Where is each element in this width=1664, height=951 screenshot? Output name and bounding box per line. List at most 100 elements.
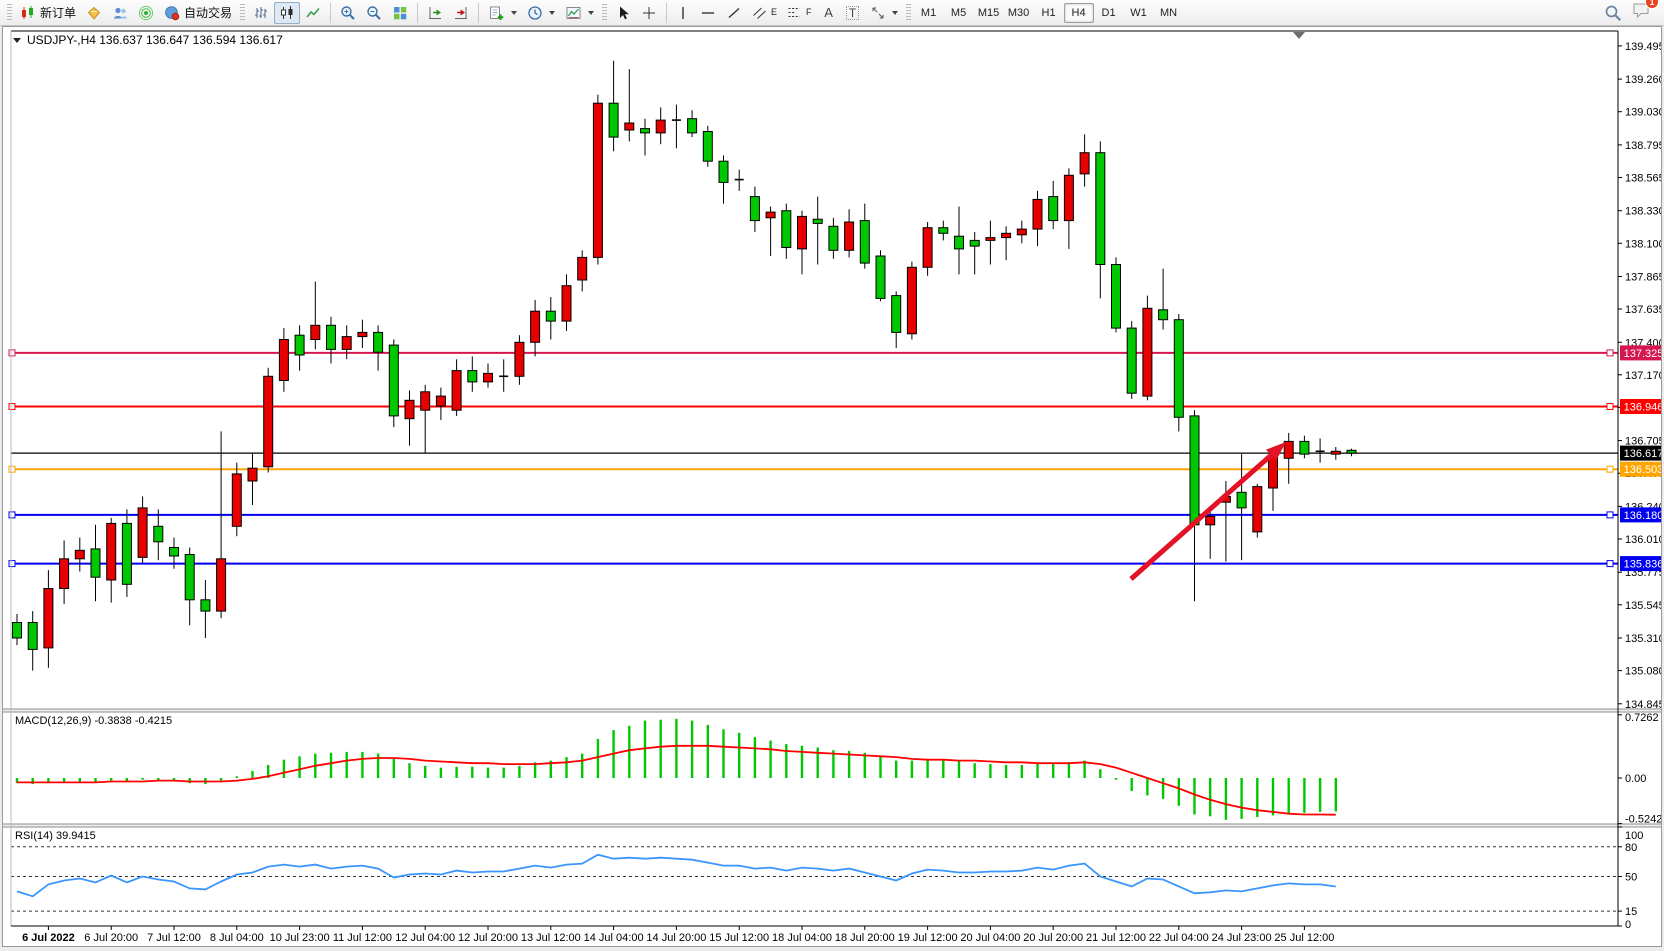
tile-windows-icon: [394, 6, 407, 19]
tile-windows-button[interactable]: [387, 2, 413, 24]
new-order-label: 新订单: [40, 6, 77, 20]
horizontal-line-tool-button[interactable]: [695, 2, 721, 24]
svg-text:138.330: 138.330: [1625, 206, 1661, 218]
chart-canvas[interactable]: 139.495 139.260 139.030 138.795 138.565 138.3…: [3, 27, 1664, 946]
notifications-button[interactable]: 1: [1632, 0, 1659, 24]
arrows-tool-button[interactable]: [865, 2, 903, 24]
chart-shift-button[interactable]: [448, 2, 474, 24]
text-tool-button[interactable]: A: [817, 2, 841, 24]
new-chart-button[interactable]: [483, 2, 522, 24]
label-tool-button[interactable]: T: [841, 2, 865, 24]
svg-text:135.310: 135.310: [1625, 633, 1661, 645]
auto-scroll-icon: [429, 6, 442, 19]
svg-text:0: 0: [1625, 919, 1631, 931]
svg-text:134.845: 134.845: [1625, 699, 1661, 711]
chart-title: USDJPY-,H4 136.637 136.647 136.594 136.6…: [27, 33, 283, 47]
toolbar-grip[interactable]: [602, 3, 608, 22]
timeframe-button-mn[interactable]: MN: [1159, 6, 1178, 19]
svg-text:25 Jul 12:00: 25 Jul 12:00: [1274, 932, 1334, 944]
svg-text:138.565: 138.565: [1625, 173, 1661, 185]
svg-text:137.865: 137.865: [1625, 272, 1661, 284]
svg-text:12 Jul 20:00: 12 Jul 20:00: [458, 932, 518, 944]
svg-text:137.635: 137.635: [1625, 304, 1661, 316]
line-chart-mode-button[interactable]: [300, 2, 326, 24]
toolbar-grip[interactable]: [7, 3, 12, 22]
vertical-line-tool-button[interactable]: [671, 2, 695, 24]
svg-text:136.010: 136.010: [1625, 534, 1661, 546]
svg-text:137.325: 137.325: [1624, 348, 1661, 360]
chevron-down-icon: [511, 10, 518, 15]
vertical-line-icon: [682, 6, 684, 19]
svg-text:24 Jul 23:00: 24 Jul 23:00: [1212, 932, 1272, 944]
candlestick-icon: [281, 5, 293, 19]
svg-text:18 Jul 20:00: 18 Jul 20:00: [835, 932, 895, 944]
gold-icon: [87, 6, 101, 20]
crosshair-tool-button[interactable]: [636, 2, 662, 24]
svg-text:11 Jul 12:00: 11 Jul 12:00: [333, 932, 392, 944]
line-chart-icon: [306, 7, 320, 17]
crosshair-icon: [643, 6, 656, 19]
fibonacci-icon: [788, 7, 800, 17]
signals-button[interactable]: [133, 2, 159, 24]
zoom-in-button[interactable]: [335, 2, 361, 24]
chevron-down-icon: [549, 10, 556, 15]
rsi-label: RSI(14) 39.9415: [15, 830, 96, 842]
svg-text:-0.5242: -0.5242: [1625, 814, 1661, 826]
timeframe-button-h1[interactable]: H1: [1041, 6, 1056, 19]
channel-letter: E: [771, 7, 778, 17]
svg-text:139.030: 139.030: [1625, 107, 1661, 119]
fibonacci-letter: F: [806, 7, 812, 17]
toolbar-separator: [478, 2, 480, 23]
trendline-tool-button[interactable]: [721, 2, 747, 24]
channel-tool-button[interactable]: E: [747, 2, 782, 24]
svg-text:100: 100: [1625, 830, 1643, 842]
chart-title-row: USDJPY-,H4 136.637 136.647 136.594 136.6…: [13, 33, 283, 47]
template-button[interactable]: [560, 2, 599, 24]
timeframe-button-d1[interactable]: D1: [1101, 6, 1116, 19]
svg-text:50: 50: [1625, 872, 1637, 884]
cursor-icon: [620, 6, 629, 19]
timeframe-button-h4[interactable]: H4: [1063, 2, 1094, 23]
chart-dropdown-icon[interactable]: [13, 37, 21, 43]
svg-text:135.080: 135.080: [1625, 666, 1661, 678]
svg-text:80: 80: [1625, 842, 1637, 854]
timeframe-button-m1[interactable]: M1: [920, 6, 937, 19]
candlestick-mode-button[interactable]: [274, 1, 301, 24]
channel-icon: [753, 7, 766, 19]
toolbar-grip[interactable]: [240, 3, 246, 22]
gold-button[interactable]: [81, 2, 107, 24]
period-button[interactable]: [522, 2, 560, 24]
svg-text:136.705: 136.705: [1625, 436, 1661, 448]
svg-text:0.00: 0.00: [1625, 773, 1646, 785]
clock-icon: [528, 5, 542, 20]
bar-chart-icon: [255, 6, 268, 18]
toolbar-grip[interactable]: [905, 3, 911, 22]
svg-text:20 Jul 20:00: 20 Jul 20:00: [1023, 932, 1083, 944]
chart-shift-icon: [455, 6, 468, 19]
auto-scroll-button[interactable]: [422, 2, 448, 24]
trendline-icon: [728, 7, 740, 18]
svg-text:139.260: 139.260: [1625, 74, 1661, 86]
svg-text:8 Jul 04:00: 8 Jul 04:00: [210, 932, 264, 944]
timeframe-button-w1[interactable]: W1: [1130, 6, 1147, 19]
cursor-tool-button[interactable]: [610, 2, 636, 24]
fibonacci-tool-button[interactable]: F: [782, 2, 817, 24]
timeframe-button-m5[interactable]: M5: [950, 6, 967, 19]
community-button[interactable]: [107, 2, 133, 24]
new-order-button[interactable]: 新订单: [15, 2, 81, 24]
text-tool-letter: A: [824, 5, 833, 20]
label-tool-letter: T: [845, 5, 860, 20]
auto-trading-button[interactable]: 自动交易: [159, 2, 237, 24]
svg-text:137.170: 137.170: [1625, 370, 1661, 382]
main-toolbar: 新订单 自动交易: [0, 0, 1664, 26]
zoom-out-button[interactable]: [361, 2, 387, 24]
bar-chart-mode-button[interactable]: [248, 2, 274, 24]
timeframe-button-m15[interactable]: M15: [977, 6, 1000, 19]
timeframe-button-m30[interactable]: M30: [1007, 6, 1030, 19]
auto-trading-icon: [165, 5, 180, 20]
macd-label: MACD(12,26,9) -0.3838 -0.4215: [15, 715, 173, 727]
svg-text:135.836: 135.836: [1624, 559, 1661, 571]
svg-text:138.795: 138.795: [1625, 140, 1661, 152]
svg-text:135.545: 135.545: [1625, 600, 1661, 612]
search-icon[interactable]: [1604, 4, 1622, 22]
